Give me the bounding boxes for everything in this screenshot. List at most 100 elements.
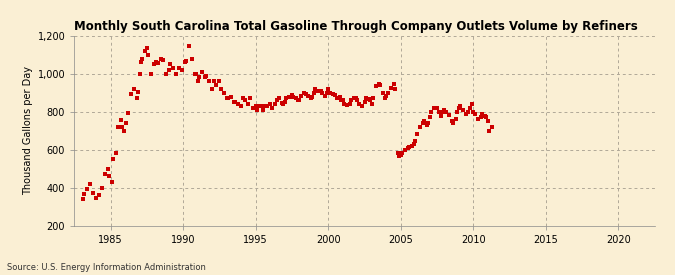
Point — [254, 104, 265, 108]
Point — [179, 60, 190, 65]
Point — [233, 102, 244, 106]
Point — [236, 104, 246, 108]
Point — [477, 111, 487, 116]
Point — [418, 119, 429, 123]
Point — [136, 60, 146, 65]
Point — [146, 72, 157, 76]
Point — [458, 108, 468, 112]
Point — [240, 98, 251, 103]
Point — [388, 82, 399, 86]
Point — [237, 96, 248, 101]
Point — [126, 91, 136, 96]
Point — [365, 98, 376, 103]
Point — [266, 106, 277, 110]
Point — [215, 87, 226, 91]
Point — [385, 86, 396, 90]
Point — [359, 100, 370, 104]
Point — [123, 110, 134, 115]
Point — [349, 96, 360, 101]
Point — [88, 191, 99, 196]
Point — [313, 89, 323, 93]
Point — [292, 98, 303, 103]
Point — [104, 174, 115, 178]
Point — [432, 106, 443, 110]
Point — [437, 109, 448, 114]
Point — [307, 95, 318, 99]
Point — [363, 97, 374, 101]
Point — [128, 87, 139, 91]
Point — [321, 90, 332, 95]
Point — [208, 79, 219, 84]
Point — [324, 90, 335, 95]
Point — [356, 104, 367, 108]
Point — [423, 121, 434, 125]
Point — [176, 68, 187, 72]
Point — [487, 125, 497, 129]
Point — [339, 102, 350, 106]
Point — [336, 98, 347, 103]
Point — [108, 157, 119, 161]
Point — [273, 96, 284, 101]
Point — [79, 192, 90, 196]
Point — [163, 68, 174, 72]
Point — [305, 96, 316, 101]
Point — [189, 72, 200, 76]
Point — [113, 125, 124, 129]
Point — [411, 132, 422, 137]
Point — [218, 90, 229, 95]
Point — [345, 102, 356, 106]
Point — [320, 94, 331, 99]
Point — [466, 102, 477, 106]
Point — [350, 96, 361, 101]
Point — [371, 84, 381, 88]
Point — [475, 115, 486, 120]
Point — [323, 87, 333, 91]
Point — [262, 104, 273, 108]
Point — [352, 98, 362, 103]
Point — [392, 151, 403, 156]
Text: Monthly South Carolina Total Gasoline Through Company Outlets Volume by Refiners: Monthly South Carolina Total Gasoline Th… — [74, 20, 638, 33]
Point — [302, 93, 313, 98]
Point — [378, 90, 389, 95]
Point — [272, 98, 283, 103]
Point — [150, 60, 161, 65]
Point — [353, 102, 364, 106]
Point — [265, 102, 275, 106]
Point — [397, 151, 408, 156]
Point — [433, 109, 444, 114]
Point — [310, 87, 321, 91]
Point — [483, 119, 493, 123]
Point — [230, 100, 241, 104]
Point — [160, 72, 171, 76]
Point — [381, 94, 392, 99]
Point — [367, 102, 377, 106]
Point — [396, 153, 406, 158]
Point — [94, 193, 105, 197]
Point — [229, 100, 240, 104]
Point — [287, 92, 298, 97]
Point — [374, 81, 385, 86]
Point — [244, 96, 255, 101]
Point — [133, 90, 144, 94]
Point — [291, 96, 302, 101]
Point — [247, 106, 258, 110]
Point — [90, 196, 101, 200]
Point — [173, 66, 184, 70]
Y-axis label: Thousand Gallons per Day: Thousand Gallons per Day — [24, 66, 33, 195]
Point — [200, 75, 211, 80]
Point — [375, 83, 386, 87]
Point — [295, 94, 306, 99]
Point — [481, 115, 492, 120]
Point — [157, 58, 168, 63]
Point — [211, 83, 222, 87]
Point — [111, 151, 122, 156]
Point — [468, 109, 479, 114]
Point — [143, 53, 154, 57]
Point — [148, 62, 159, 66]
Point — [429, 106, 439, 110]
Point — [186, 56, 197, 61]
Point — [294, 98, 304, 103]
Point — [417, 121, 428, 125]
Point — [223, 96, 234, 101]
Point — [440, 109, 451, 114]
